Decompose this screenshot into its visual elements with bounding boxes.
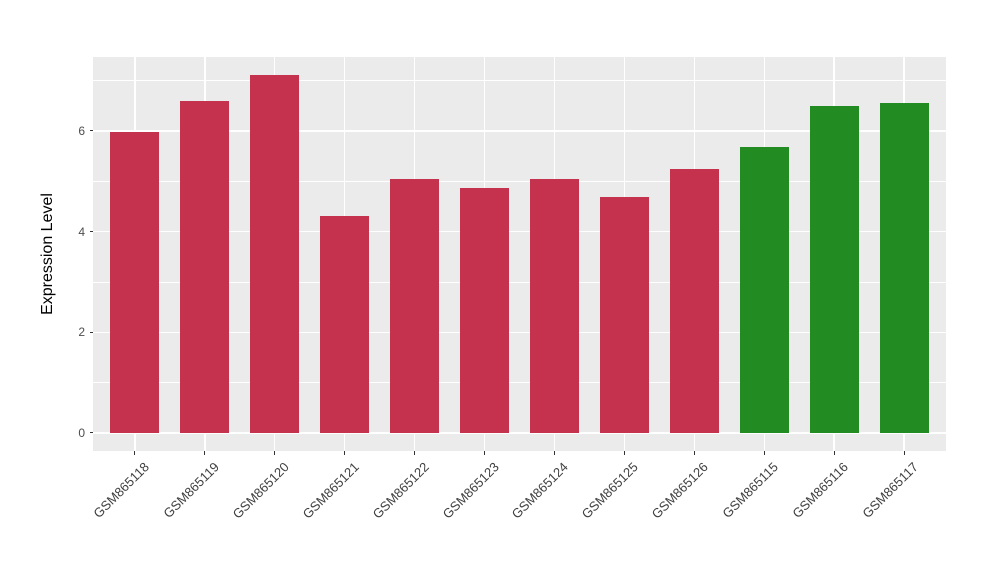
plot-panel <box>93 57 946 451</box>
x-tick-GSM865115 <box>763 451 765 455</box>
gridline-major-y-6 <box>93 130 946 132</box>
x-label-text-GSM865122: GSM865122 <box>369 459 432 522</box>
x-tick-GSM865121 <box>344 451 346 455</box>
y-tick-label-2: 2 <box>78 325 85 340</box>
x-label-text-GSM865118: GSM865118 <box>90 459 152 521</box>
bar-GSM865124 <box>529 178 579 433</box>
y-tick-label-0: 0 <box>78 425 85 440</box>
gridline-major-y-4 <box>93 230 946 233</box>
x-tick-GSM865125 <box>623 451 625 455</box>
y-tick-2 <box>89 331 93 333</box>
x-tick-GSM865122 <box>414 451 416 455</box>
bar-GSM865118 <box>110 131 160 433</box>
x-label-text-GSM865124: GSM865124 <box>509 459 572 522</box>
bar-GSM865120 <box>250 75 300 433</box>
x-tick-GSM865116 <box>833 451 835 455</box>
y-tick-0 <box>89 432 93 434</box>
bar-GSM865126 <box>669 169 719 433</box>
bar-GSM865115 <box>739 147 789 433</box>
x-label-text-GSM865125: GSM865125 <box>579 459 642 522</box>
x-label-text-GSM865126: GSM865126 <box>648 459 712 522</box>
gridline-major-y-0 <box>93 432 946 434</box>
y-tick-4 <box>89 231 93 233</box>
x-label-text-GSM865123: GSM865123 <box>439 459 502 522</box>
bar-GSM865119 <box>180 101 230 433</box>
x-label-text-GSM865115: GSM865115 <box>719 459 782 521</box>
gridline-minor-y-1 <box>93 382 946 383</box>
x-tick-GSM865118 <box>134 451 136 455</box>
y-axis-title: Expression Level <box>39 193 56 315</box>
x-label-text-GSM865117: GSM865117 <box>859 459 921 521</box>
x-tick-GSM865120 <box>274 451 276 455</box>
x-label-text-GSM865120: GSM865120 <box>229 459 292 522</box>
bar-GSM865121 <box>320 216 370 433</box>
gridline-minor-y-7 <box>93 80 946 82</box>
y-tick-label-6: 6 <box>78 123 85 138</box>
y-tick-label-4: 4 <box>78 224 85 239</box>
y-tick-6 <box>89 130 93 132</box>
bar-GSM865116 <box>809 105 859 433</box>
gridline-minor-y-5 <box>93 180 946 182</box>
x-label-text-GSM865119: GSM865119 <box>160 459 222 521</box>
bar-GSM865123 <box>460 188 509 433</box>
bar-GSM865117 <box>879 102 929 433</box>
x-tick-GSM865119 <box>204 451 206 455</box>
gridline-minor-y-3 <box>93 281 946 283</box>
x-tick-GSM865124 <box>553 451 555 455</box>
bar-GSM865125 <box>599 197 649 433</box>
x-tick-GSM865123 <box>484 451 486 455</box>
x-tick-GSM865117 <box>903 451 905 455</box>
x-tick-GSM865126 <box>693 451 695 455</box>
bar-GSM865122 <box>390 178 440 433</box>
gridline-major-y-2 <box>93 331 946 333</box>
x-label-text-GSM865116: GSM865116 <box>789 459 852 521</box>
x-label-text-GSM865121: GSM865121 <box>299 459 362 522</box>
